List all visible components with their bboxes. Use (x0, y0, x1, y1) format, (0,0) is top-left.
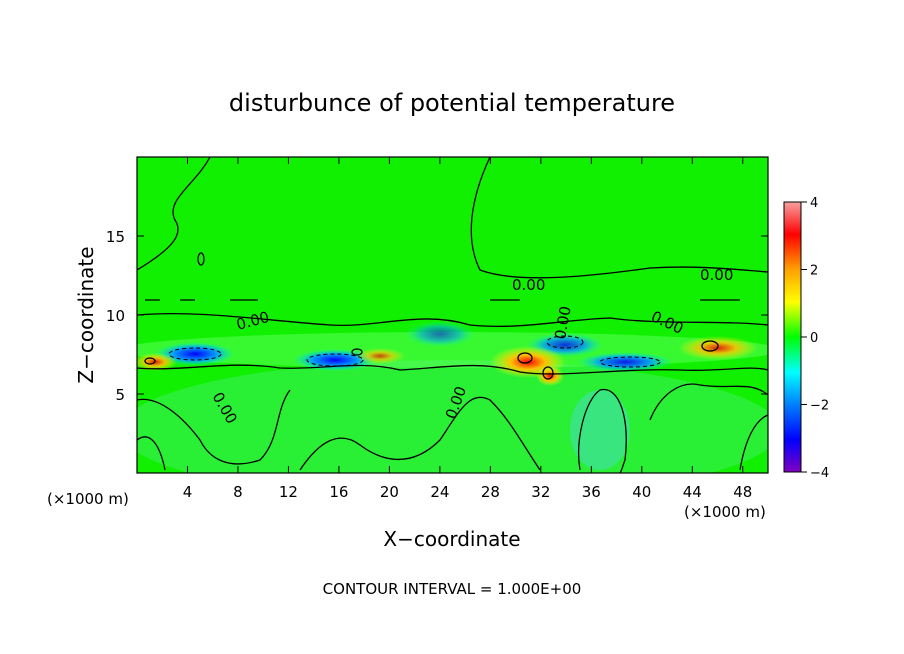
contour-negative (168, 335, 661, 368)
plot-area: 0.00 0.00 0.00 0.00 0.00 0.00 0.00 4 8 12 1… (106, 156, 769, 501)
colorbar-tick-label: −4 (810, 466, 829, 481)
y-tick-label: 10 (106, 307, 125, 325)
x-unit-label-left: (×1000 m) (47, 490, 129, 508)
contour-small-3 (517, 352, 533, 364)
colorbar-ramp (783, 201, 802, 473)
contour-small-4 (542, 366, 554, 380)
contour-lower-1 (137, 389, 291, 465)
contour-label: 0.00 (551, 305, 575, 341)
colorbar-tick-label: 2 (810, 264, 818, 279)
colorbar-tick-label: −2 (810, 399, 829, 414)
x-tick-label: 20 (380, 483, 399, 501)
y-tick-label: 5 (115, 386, 125, 404)
contour-lower-6 (739, 414, 768, 471)
contour-small-1 (197, 252, 205, 266)
x-tick-label: 16 (329, 483, 348, 501)
neg-contour-2 (306, 353, 364, 367)
field-lower-tint (137, 360, 768, 473)
x-tick-label: 12 (279, 483, 298, 501)
y-axis-ticks: 5 10 15 (106, 228, 768, 404)
x-tick-label: 44 (683, 483, 702, 501)
colorbar-ticks: 4 2 0 −2 −4 (801, 196, 829, 481)
neg-contour-3 (599, 356, 661, 368)
neg-anomaly-4 (577, 352, 673, 372)
contour-lower-3 (578, 389, 627, 473)
field-cool-blob (570, 390, 630, 470)
contour-small-5 (701, 340, 719, 352)
contour-lower-4 (649, 383, 768, 421)
contour-lower-5 (137, 436, 166, 471)
pos-anomaly-5 (355, 348, 405, 364)
contour-label: 0.00 (700, 266, 733, 284)
contour-upper-left (137, 157, 211, 271)
x-unit-label-right: (×1000 m) (684, 503, 766, 521)
y-tick-label: 15 (106, 228, 125, 246)
x-axis-ticks: 4 8 12 16 20 24 28 32 36 40 44 48 (183, 157, 752, 501)
x-tick-label: 4 (183, 483, 193, 501)
colorbar-tick-label: 0 (810, 331, 818, 346)
contour-lines (137, 157, 768, 473)
colorbar-tick-label: 4 (810, 196, 818, 211)
x-tick-label: 36 (582, 483, 601, 501)
chart-title: disturbunce of potential temperature (229, 89, 675, 117)
x-tick-label: 24 (430, 483, 449, 501)
x-axis-label: X−coordinate (383, 527, 520, 551)
x-tick-label: 32 (531, 483, 550, 501)
contour-small-6 (351, 348, 363, 356)
contour-label: 0.00 (512, 276, 545, 294)
contour-mid-band-2 (137, 364, 768, 375)
contour-small-2 (144, 357, 156, 365)
neg-contour-4 (546, 335, 584, 349)
pos-anomaly-2 (536, 366, 564, 386)
contour-interval-note: CONTOUR INTERVAL = 1.000E+00 (323, 580, 582, 598)
x-tick-label: 28 (481, 483, 500, 501)
neg-anomaly-5 (405, 321, 475, 347)
neg-contour-1 (168, 347, 222, 361)
x-tick-label: 8 (233, 483, 243, 501)
contour-mid-band (137, 313, 768, 328)
x-tick-label: 48 (733, 483, 752, 501)
contour-lower-2 (299, 396, 541, 471)
colorbar: 4 2 0 −2 −4 (783, 196, 829, 481)
pos-anomaly-4 (137, 353, 177, 371)
x-tick-label: 40 (632, 483, 651, 501)
y-axis-label: Z−coordinate (74, 246, 98, 383)
contour-upper-right (470, 157, 768, 279)
